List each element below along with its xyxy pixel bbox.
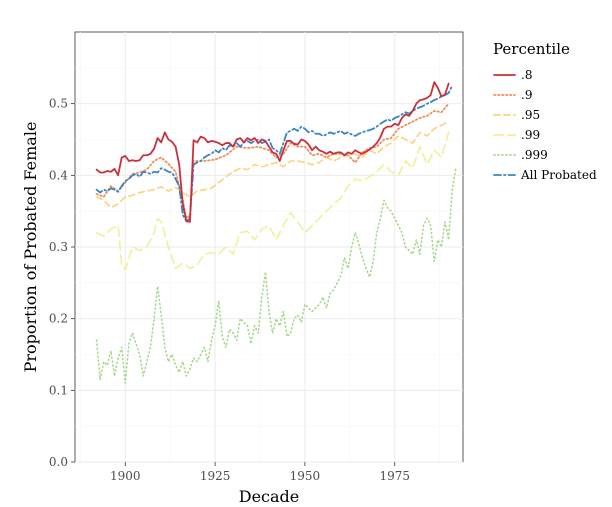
x-axis-title: Decade <box>239 487 300 506</box>
x-tick-label: 1925 <box>200 469 231 483</box>
series-line-0 <box>95 81 450 223</box>
legend: Percentile .8 .9 .95 .99 .999 All Probated <box>493 40 597 182</box>
grid-major <box>75 32 463 463</box>
legend-label: .95 <box>521 108 540 122</box>
series-line-4 <box>95 167 457 384</box>
series-line-5 <box>95 84 454 223</box>
x-tick-label: 1950 <box>290 469 321 483</box>
legend-item: .999 <box>493 148 548 162</box>
legend-title: Percentile <box>493 40 570 58</box>
legend-items: .8 .9 .95 .99 .999 All Probated <box>493 68 597 182</box>
legend-item: All Probated <box>493 168 597 182</box>
x-tick-label: 1975 <box>379 469 410 483</box>
y-tick-label: 0.3 <box>49 240 68 254</box>
y-tick-label: 0.5 <box>49 97 68 111</box>
y-tick-label: 0.2 <box>49 312 68 326</box>
series-line-1 <box>95 102 450 220</box>
legend-label: .9 <box>521 88 532 102</box>
x-tick-labels: 1900 1925 1950 1975 <box>110 469 410 483</box>
legend-label: .999 <box>521 148 548 162</box>
legend-item: .95 <box>493 108 540 122</box>
legend-item: .8 <box>493 68 532 82</box>
y-tick-label: 0.0 <box>49 455 68 469</box>
y-tick-label: 0.4 <box>49 168 68 182</box>
y-tick-label: 0.1 <box>49 383 68 397</box>
x-tick-label: 1900 <box>110 469 141 483</box>
y-axis-title: Proportion of Probated Female <box>21 122 40 373</box>
y-tick-labels: 0.0 0.1 0.2 0.3 0.4 0.5 <box>49 97 68 469</box>
axis-ticks <box>71 103 396 466</box>
series-layer <box>95 81 457 384</box>
legend-label: .8 <box>521 68 532 82</box>
legend-label: All Probated <box>520 168 597 182</box>
legend-item: .9 <box>493 88 532 102</box>
legend-label: .99 <box>521 128 540 142</box>
legend-item: .99 <box>493 128 540 142</box>
series-line-3 <box>95 131 450 271</box>
series-line-2 <box>95 120 450 209</box>
